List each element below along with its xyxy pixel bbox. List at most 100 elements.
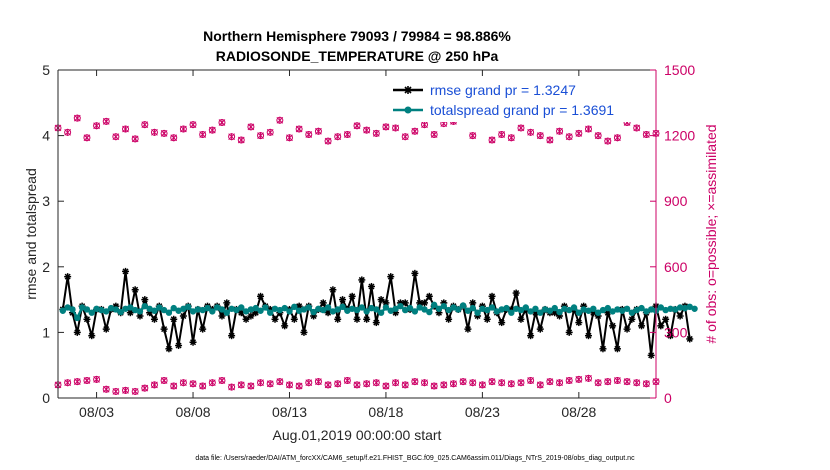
rmse-point-stroke: [378, 296, 385, 303]
totalspread-point: [647, 306, 655, 313]
rmse-point-stroke: [161, 326, 168, 333]
obs-assimilated-marker: [295, 382, 303, 390]
totalspread-point: [291, 303, 298, 311]
rmse-point-stroke: [648, 352, 655, 359]
totalspread-point: [474, 309, 481, 316]
totalspread-point: [281, 304, 288, 312]
obs-assimilated-marker: [382, 382, 390, 390]
obs-assimilated-marker: [102, 385, 110, 393]
rmse-point: [666, 332, 674, 340]
rmse-point-stroke: [402, 299, 409, 306]
obs-assimilated-marker: [315, 127, 322, 135]
totalspread-point: [662, 306, 669, 314]
obs-assimilated-marker: [247, 123, 255, 131]
x-tick-label: 08/23: [465, 404, 500, 420]
rmse-point-stroke: [484, 316, 491, 323]
rmse-point-stroke: [300, 329, 307, 336]
rmse-point-stroke: [218, 312, 225, 320]
y-right-tick-label: 600: [664, 259, 688, 275]
rmse-point: [228, 332, 236, 340]
rmse-point-stroke: [329, 286, 336, 293]
totalspread-point: [98, 306, 105, 314]
obs-assimilated-marker: [536, 381, 544, 389]
y-left-tick-label: 5: [42, 62, 50, 78]
rmse-point-stroke: [469, 299, 476, 306]
rmse-point: [122, 267, 130, 275]
rmse-point: [527, 332, 535, 340]
totalspread-point: [324, 304, 332, 311]
obs-assimilated-marker: [141, 384, 149, 392]
y-left-tick-label: 4: [42, 128, 50, 144]
y-right-tick-label: 1500: [664, 62, 695, 78]
obs-assimilated-marker: [189, 121, 197, 129]
totalspread-point: [377, 309, 385, 316]
totalspread-point: [185, 303, 192, 311]
totalspread-point: [517, 306, 525, 314]
rmse-point-stroke: [464, 326, 471, 333]
obs-assimilated-marker: [247, 382, 255, 390]
obs-assimilated-marker: [643, 131, 650, 139]
totalspread-point: [310, 308, 317, 316]
obs-assimilated-marker: [180, 125, 187, 133]
totalspread-point: [88, 309, 95, 316]
rmse-point: [599, 345, 607, 353]
legend: rmse grand pr = 1.3247 totalspread grand…: [384, 82, 650, 122]
rmse-point: [64, 273, 72, 281]
rmse-point: [609, 322, 617, 330]
rmse-point: [613, 345, 621, 353]
totalspread-point: [83, 306, 91, 313]
rmse-point-stroke: [64, 273, 71, 280]
legend-box: [384, 82, 650, 122]
obs-assimilated-marker: [112, 133, 120, 141]
obs-assimilated-marker: [585, 374, 592, 382]
totalspread-point: [271, 305, 279, 312]
obs-assimilated-marker: [536, 132, 544, 140]
obs-assimilated-marker: [575, 129, 583, 137]
rmse-point-stroke: [599, 345, 606, 352]
obs-assimilated-marker: [363, 126, 370, 134]
obs-assimilated-marker: [93, 122, 100, 130]
totalspread-point: [585, 307, 592, 314]
totalspread-point: [484, 306, 491, 314]
rmse-point-stroke: [686, 335, 693, 342]
totalspread-point: [353, 306, 361, 314]
totalspread-point: [672, 306, 679, 313]
obs-assimilated-marker: [64, 379, 71, 387]
rmse-point: [131, 286, 139, 294]
rmse-point-stroke: [127, 309, 134, 316]
rmse-point: [179, 312, 187, 320]
rmse-point: [372, 319, 380, 327]
totalspread-point: [580, 306, 587, 313]
totalspread-point: [599, 306, 607, 314]
totalspread-point: [334, 306, 341, 313]
totalspread-point: [402, 306, 409, 314]
rmse-point-stroke: [513, 290, 520, 297]
obs-assimilated-marker: [73, 378, 81, 386]
rmse-point: [512, 289, 520, 297]
totalspread-point: [170, 304, 177, 312]
obs-assimilated-marker: [430, 131, 438, 139]
totalspread-point: [228, 305, 235, 312]
obs-assimilated-marker: [286, 381, 293, 389]
totalspread-point: [614, 306, 621, 313]
totalspread-point: [348, 305, 356, 312]
rmse-point: [300, 328, 308, 336]
rmse-point: [281, 322, 289, 330]
x-tick-label: 08/08: [176, 404, 211, 420]
chart-title-line1: Northern Hemisphere 79093 / 79984 = 98.8…: [203, 28, 511, 44]
rmse-point-stroke: [175, 342, 182, 349]
rmse-point-stroke: [180, 312, 187, 320]
obs-assimilated-marker: [170, 382, 178, 390]
totalspread-point: [213, 304, 221, 311]
y-right-tick-label: 0: [664, 390, 672, 406]
totalspread-point: [619, 307, 626, 314]
obs-assimilated-marker: [604, 137, 612, 145]
totalspread-point: [503, 304, 510, 312]
totalspread-point: [373, 306, 380, 313]
obs-assimilated-marker: [469, 132, 477, 140]
totalspread-point: [667, 305, 674, 312]
rmse-point: [498, 319, 506, 327]
rmse-point-stroke: [517, 316, 524, 323]
obs-assimilated-marker: [228, 133, 235, 141]
obs-assimilated-marker: [507, 380, 515, 388]
